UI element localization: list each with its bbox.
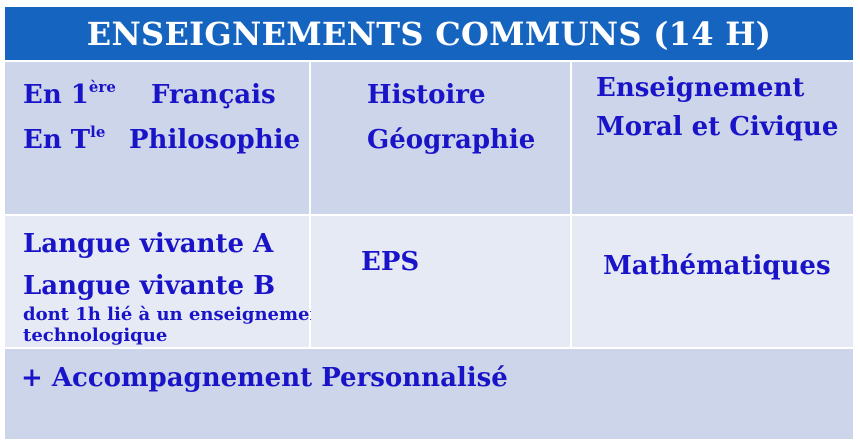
header-title: ENSEIGNEMENTS COMMUNS (14 H): [86, 14, 772, 53]
subject-emc-line2: Moral et Civique: [596, 112, 839, 142]
subject-francais: Français: [151, 80, 276, 110]
cell-mathematiques: Mathématiques: [572, 216, 853, 347]
grade-premiere-label: En 1ère: [23, 78, 116, 110]
cell-francais-philosophie: En 1ère Français En Tle Philosophie: [5, 62, 309, 214]
subject-geographie: Géographie: [367, 125, 536, 155]
subject-emc-line1: Enseignement: [596, 73, 805, 103]
cell-emc: Enseignement Moral et Civique: [572, 62, 853, 214]
cell-langues-vivantes: Langue vivante A Langue vivante B dont 1…: [5, 216, 331, 347]
subject-lvb: Langue vivante B: [23, 271, 276, 301]
subject-accompagnement: + Accompagnement Personnalisé: [21, 363, 508, 393]
grade-terminale-label: En Tle: [23, 123, 106, 155]
lvb-note-line2: technologique: [23, 325, 168, 346]
lvb-note-line1: dont 1h lié à un enseignement: [23, 304, 331, 325]
cell-eps: EPS: [311, 216, 570, 347]
table-header: ENSEIGNEMENTS COMMUNS (14 H): [5, 7, 853, 60]
curriculum-table: ENSEIGNEMENTS COMMUNS (14 H) En 1ère Fra…: [5, 7, 853, 439]
subject-philosophie: Philosophie: [129, 125, 301, 155]
subject-histoire: Histoire: [367, 80, 486, 110]
subject-lva: Langue vivante A: [23, 229, 274, 259]
cell-accompagnement: + Accompagnement Personnalisé: [5, 349, 853, 439]
cell-histoire-geographie: Histoire Géographie: [311, 62, 570, 214]
subject-eps: EPS: [361, 247, 420, 277]
subject-mathematiques: Mathématiques: [603, 251, 831, 281]
